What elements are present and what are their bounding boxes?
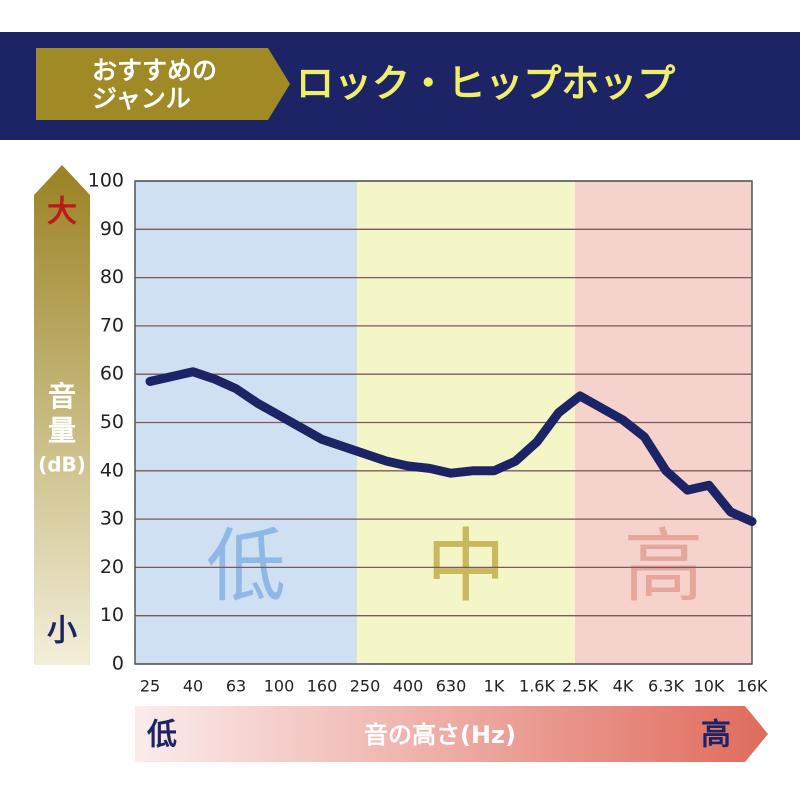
y-tick-label: 10 bbox=[100, 604, 124, 626]
x-tick-label: 630 bbox=[436, 677, 467, 696]
x-tick-label: 100 bbox=[264, 677, 295, 696]
y-axis-label: (dB) bbox=[38, 453, 86, 477]
band-label: 中 bbox=[426, 520, 506, 613]
plot-frame bbox=[134, 180, 753, 665]
x-tick-label: 6.3K bbox=[648, 677, 684, 696]
header-tag-line: おすすめの bbox=[92, 56, 217, 85]
x-tick-label: 16K bbox=[737, 677, 768, 696]
x-axis-label: 音の高さ(Hz) bbox=[364, 721, 516, 749]
y-tick-label: 50 bbox=[100, 411, 124, 433]
x-tick-label: 1K bbox=[484, 677, 505, 696]
x-left: 低 bbox=[146, 718, 177, 753]
y-tick-label: 60 bbox=[100, 363, 124, 385]
eq-line bbox=[145, 367, 757, 527]
y-bottom: 小 bbox=[47, 614, 77, 649]
y-tick-label: 80 bbox=[100, 266, 124, 288]
y-tick-label: 90 bbox=[100, 218, 124, 240]
band-label: 高 bbox=[624, 520, 704, 613]
x-tick-label: 4K bbox=[613, 677, 634, 696]
y-tick-label: 0 bbox=[112, 653, 124, 675]
x-tick-label: 1.6K bbox=[519, 677, 555, 696]
header-title: ロック・ヒップホップ bbox=[296, 62, 675, 106]
y-axis-label: 量 bbox=[48, 414, 76, 447]
header-tag bbox=[36, 48, 290, 120]
y-top: 大 bbox=[47, 195, 77, 230]
x-arrow bbox=[135, 706, 768, 762]
y-arrow bbox=[34, 165, 90, 665]
y-tick-label: 20 bbox=[100, 556, 124, 578]
x-tick-label: 250 bbox=[350, 677, 381, 696]
x-tick-label: 40 bbox=[183, 677, 203, 696]
y-tick-label: 100 bbox=[88, 170, 124, 192]
x-tick-label: 63 bbox=[226, 677, 246, 696]
y-tick-label: 30 bbox=[100, 508, 124, 530]
x-tick-label: 160 bbox=[307, 677, 338, 696]
y-tick-label: 40 bbox=[100, 459, 124, 481]
band-label: 低 bbox=[206, 520, 286, 613]
x-tick-label: 25 bbox=[140, 677, 160, 696]
x-tick-label: 400 bbox=[393, 677, 424, 696]
y-tick-label: 70 bbox=[100, 314, 124, 336]
x-right: 高 bbox=[701, 718, 731, 753]
x-tick-label: 2.5K bbox=[562, 677, 598, 696]
y-axis-label: 音 bbox=[48, 380, 76, 413]
header-tag-line: ジャンル bbox=[92, 84, 191, 113]
x-tick-label: 10K bbox=[694, 677, 725, 696]
